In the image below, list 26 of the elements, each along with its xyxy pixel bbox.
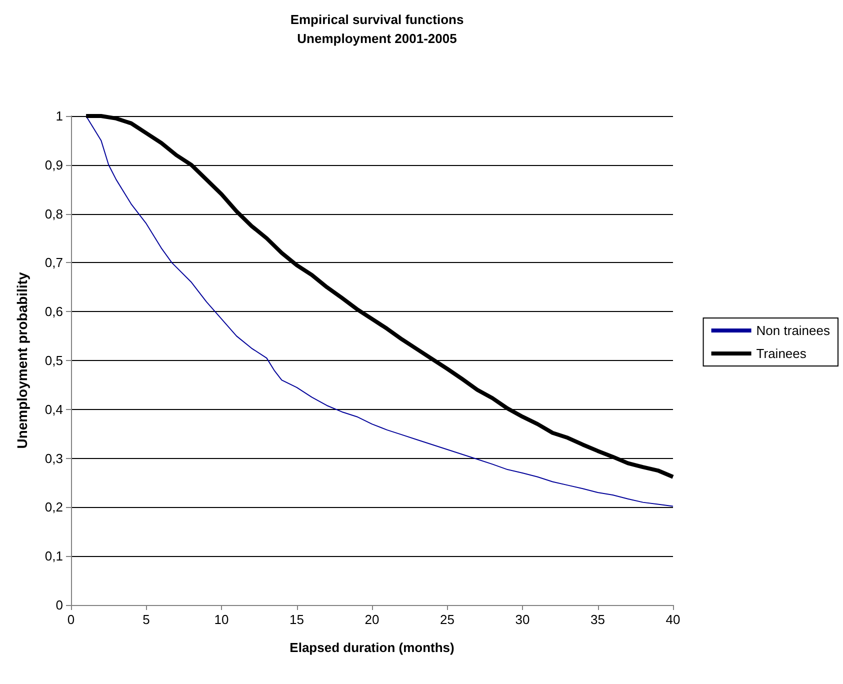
chart-title: Empirical survival functions	[290, 12, 464, 27]
x-tick-label: 10	[214, 612, 229, 627]
y-tick-label: 0,4	[44, 402, 63, 417]
x-axis-title: Elapsed duration (months)	[290, 640, 454, 655]
y-tick-label: 0,3	[44, 450, 63, 466]
y-tick-label: 0,8	[44, 206, 63, 222]
x-tick-label: 15	[290, 612, 304, 627]
x-tick-label: 40	[666, 612, 680, 627]
y-axis-title: Unemployment probability	[14, 272, 30, 449]
y-tick-label: 0,9	[44, 157, 63, 172]
legend-label: Non trainees	[756, 323, 830, 338]
chart-subtitle: Unemployment 2001-2005	[297, 31, 457, 46]
y-tick-label: 1	[56, 108, 63, 124]
y-tick-label: 0,7	[44, 255, 63, 270]
legend-label: Trainees	[756, 346, 807, 361]
y-tick-label: 0,2	[44, 500, 63, 515]
x-tick-label: 5	[142, 612, 150, 627]
x-tick-label: 25	[440, 612, 454, 627]
x-tick-label: 35	[590, 612, 605, 627]
y-tick-label: 0,1	[44, 548, 63, 564]
y-tick-label: 0,6	[44, 304, 63, 320]
x-tick-label: 0	[67, 612, 75, 627]
x-tick-label: 30	[515, 612, 530, 627]
y-tick-label: 0	[56, 598, 63, 612]
x-tick-label: 20	[364, 612, 380, 627]
y-tick-label: 0,5	[44, 353, 63, 368]
